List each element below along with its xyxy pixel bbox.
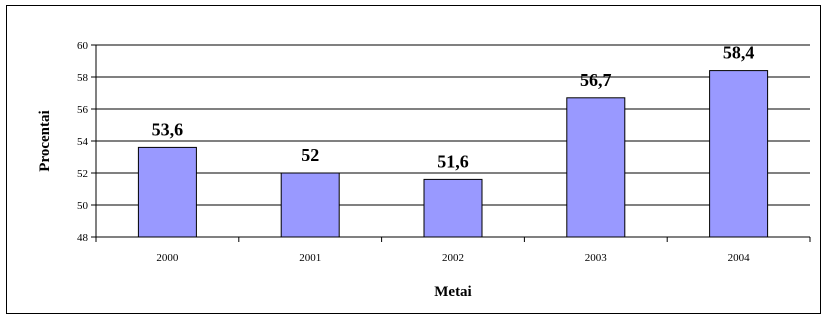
y-tick-label: 60	[77, 40, 89, 52]
data-label: 51,6	[437, 151, 469, 171]
data-label: 58,4	[723, 43, 755, 63]
y-axis-title: Procentai	[37, 110, 53, 171]
data-label: 53,6	[152, 119, 184, 139]
x-tick-label: 2004	[728, 252, 751, 264]
labels: 48 50 52 54 56 58 60 2000 53,6 2001 52 2002 51,6 2003…	[77, 40, 754, 264]
y-tick-label: 54	[77, 136, 89, 148]
y-tick-label: 58	[77, 72, 89, 84]
bar	[423, 178, 483, 238]
bar	[137, 146, 197, 238]
y-tick-label: 52	[77, 168, 88, 180]
y-tick-label: 56	[77, 104, 89, 116]
bar	[566, 97, 626, 238]
x-tick-label: 2001	[299, 252, 321, 264]
y-tick-label: 50	[77, 200, 89, 212]
axes	[91, 44, 811, 242]
bar	[280, 172, 340, 238]
data-label: 52	[301, 145, 319, 165]
bars	[137, 70, 769, 238]
bar	[709, 70, 769, 238]
y-tick-label: 48	[77, 232, 89, 244]
x-tick-label: 2003	[585, 252, 608, 264]
data-label: 56,7	[580, 70, 612, 90]
x-tick-label: 2002	[442, 252, 464, 264]
x-axis-title: Metai	[434, 284, 471, 300]
gridlines	[96, 44, 810, 206]
x-tick-label: 2000	[156, 252, 179, 264]
